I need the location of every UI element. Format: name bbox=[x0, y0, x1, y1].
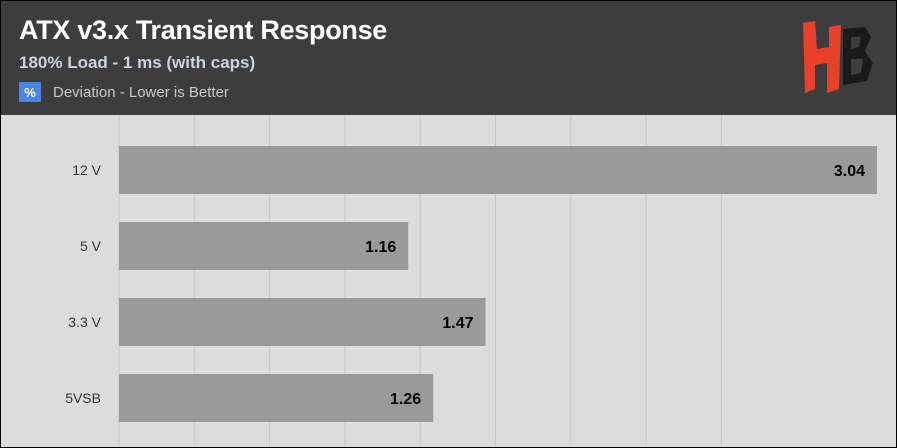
bar bbox=[119, 298, 486, 346]
value-label: 1.26 bbox=[390, 391, 421, 408]
logo-b-shape bbox=[843, 27, 873, 85]
bar-plot: 12 V 5 V 3.3 V 5VSB 3.04 1.16 1.47 1.26 bbox=[65, 115, 877, 447]
logo-h-shape bbox=[803, 21, 841, 93]
category-label: 3.3 V bbox=[68, 314, 101, 330]
logo-b-inner2 bbox=[851, 59, 863, 75]
category-label: 5 V bbox=[80, 238, 102, 254]
value-label: 1.16 bbox=[365, 239, 396, 256]
legend: % Deviation - Lower is Better bbox=[19, 81, 229, 103]
chart-title: ATX v3.x Transient Response bbox=[19, 15, 388, 45]
category-label: 5VSB bbox=[65, 390, 101, 406]
category-label: 12 V bbox=[72, 162, 101, 178]
percent-icon: % bbox=[19, 82, 41, 102]
value-label: 3.04 bbox=[834, 163, 865, 180]
chart-header: ATX v3.x Transient Response 180% Load - … bbox=[1, 1, 896, 115]
bar bbox=[119, 146, 877, 194]
logo-b-inner bbox=[851, 37, 861, 49]
bar bbox=[119, 222, 409, 270]
bar bbox=[119, 374, 434, 422]
value-label: 1.47 bbox=[442, 315, 473, 332]
chart-subtitle: 180% Load - 1 ms (with caps) bbox=[19, 53, 256, 72]
legend-label: Deviation - Lower is Better bbox=[53, 83, 229, 101]
bars bbox=[119, 146, 877, 422]
category-labels: 12 V 5 V 3.3 V 5VSB bbox=[65, 162, 101, 406]
value-labels: 3.04 1.16 1.47 1.26 bbox=[365, 163, 865, 408]
hb-logo bbox=[803, 21, 873, 93]
